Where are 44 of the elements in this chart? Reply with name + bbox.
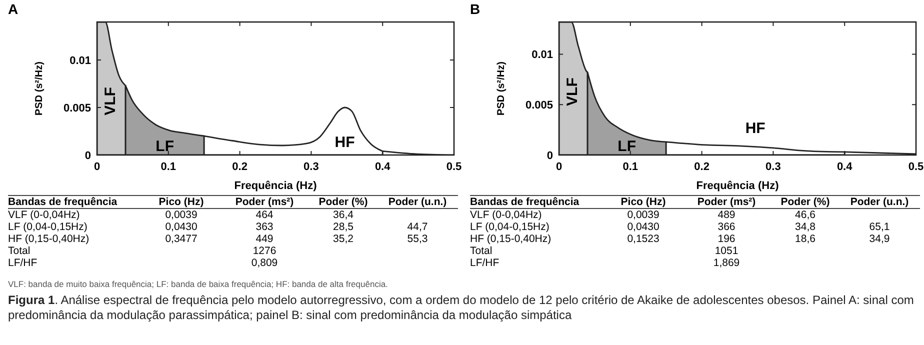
series-label: VLF xyxy=(102,87,120,116)
x-tick-label: 0 xyxy=(556,161,562,173)
y-tick-label: 0.01 xyxy=(70,54,91,67)
text: HF (0,15-0,40Hz) 0,1523 196 18,6 34,9 xyxy=(470,233,890,245)
series-label: VLF xyxy=(564,78,582,106)
x-tick-label: 0.5 xyxy=(908,161,924,173)
x-tick-label: 0.3 xyxy=(766,161,781,173)
x-tick-label: 0.3 xyxy=(304,161,319,173)
text: LF (0,04-0,15Hz) 0,0430 366 34,8 65,1 xyxy=(470,221,890,233)
chart-title: A xyxy=(8,1,18,17)
y-tick-label: 0.01 xyxy=(532,49,553,62)
text: VLF (0-0,04Hz) 0,0039 464 36,4 xyxy=(8,209,354,221)
series-label: HF xyxy=(745,120,766,137)
y-tick-label: 0 xyxy=(84,150,91,162)
series-label: LF xyxy=(156,138,174,155)
x-tick-label: 0.4 xyxy=(374,161,392,173)
text: HF (0,15-0,40Hz) 0,3477 449 35,2 55,3 xyxy=(8,233,428,245)
y-tick-label: 0.005 xyxy=(525,99,553,112)
y-axis-title: PSD (s²/Hz) xyxy=(496,62,507,116)
y-axis-title: PSD (s²/Hz) xyxy=(34,62,45,116)
text: VLF: banda de muito baixa frequência; LF: banda de baixa frequência; HF: banda de alta frequência. xyxy=(8,279,389,289)
series-label: LF xyxy=(618,138,636,155)
text: Total 1276 xyxy=(8,245,276,257)
y-tick-label: 0.005 xyxy=(63,102,91,114)
x-tick-label: 0.1 xyxy=(160,161,176,173)
x-tick-label: 0 xyxy=(94,161,100,173)
x-tick-label: 0.1 xyxy=(622,161,638,173)
text: Bandas de frequência Pico (Hz) Poder (ms²) Poder (%) Poder (u.n.) xyxy=(470,196,909,208)
x-tick-label: 0.4 xyxy=(836,161,854,173)
x-tick-label: 0.2 xyxy=(232,161,248,173)
text: LF/HF 0,809 xyxy=(8,257,278,269)
x-tick-label: 0.5 xyxy=(446,161,462,173)
x-axis-title: Frequência (Hz) xyxy=(234,180,318,192)
series-label: HF xyxy=(334,134,355,151)
text: Total 1051 xyxy=(470,245,738,257)
x-axis-title: Frequência (Hz) xyxy=(696,180,780,192)
chart-title: B xyxy=(470,1,480,17)
x-tick-label: 0.2 xyxy=(694,161,710,173)
text: Bandas de frequência Pico (Hz) Poder (ms²) Poder (%) Poder (u.n.) xyxy=(8,196,447,208)
text: VLF (0-0,04Hz) 0,0039 489 46,6 xyxy=(470,209,816,221)
text: Figura 1. Análise espectral de frequência pelo modelo autorregressivo, com a ordem do modelo de 12 pelo critério de Akaike de adolescentes obesos. Painel A: sinal com predominância da modulação parassimpática; painel B: sinal com predominância da modulação simpática xyxy=(8,293,915,323)
y-tick-label: 0 xyxy=(546,150,553,162)
text: LF/HF 1,869 xyxy=(470,257,740,269)
text: LF (0,04-0,15Hz) 0,0430 363 28,5 44,7 xyxy=(8,221,428,233)
